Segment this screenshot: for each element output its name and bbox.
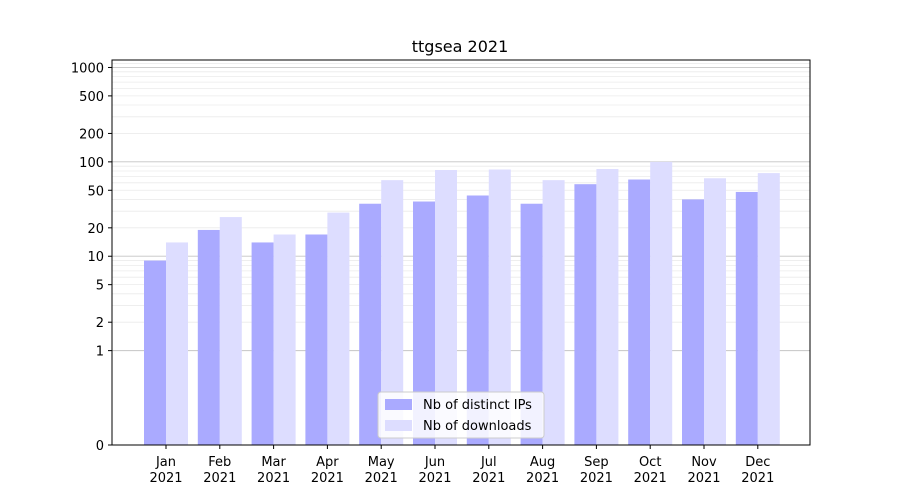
legend-label: Nb of downloads [423, 419, 532, 434]
y-tick-label: 1000 [71, 61, 104, 76]
y-tick-label: 10 [87, 250, 104, 265]
bar [682, 199, 704, 445]
y-tick-label: 50 [87, 184, 104, 199]
bar [735, 191, 758, 445]
bar [273, 234, 296, 445]
bar [305, 234, 328, 445]
bar [520, 203, 543, 445]
y-tick-label: 2 [96, 316, 104, 331]
bar [166, 242, 188, 445]
x-tick-label: Jun 2021 [418, 455, 451, 486]
x-tick-label: Aug 2021 [526, 455, 559, 486]
y-tick-label: 5 [96, 279, 104, 294]
bar [542, 180, 565, 445]
y-tick-label: 500 [79, 90, 104, 105]
bars [144, 161, 780, 446]
bar [219, 217, 242, 445]
legend-label: Nb of distinct IPs [423, 398, 532, 413]
bar [435, 169, 457, 446]
x-tick-label: Jan 2021 [149, 455, 182, 486]
bar [381, 180, 404, 445]
y-tick-label: 1 [96, 345, 104, 360]
y-tick-label: 0 [96, 439, 104, 454]
bar [704, 178, 726, 445]
bar [574, 184, 597, 445]
x-tick-label: Nov 2021 [687, 455, 720, 486]
chart-title: ttgsea 2021 [412, 37, 509, 56]
bar [144, 260, 166, 445]
x-tick-label: Mar 2021 [257, 455, 290, 486]
y-tick-label: 20 [87, 222, 104, 237]
bar [488, 169, 511, 445]
bar [327, 212, 350, 445]
legend-swatch [385, 399, 412, 410]
x-tick-label: Sep 2021 [580, 455, 613, 486]
bar [650, 161, 673, 445]
legend-swatch [385, 420, 412, 431]
y-tick-label: 200 [79, 127, 104, 142]
bar [466, 195, 489, 445]
bar [757, 173, 780, 446]
x-tick-label: Apr 2021 [311, 455, 344, 486]
legend: Nb of distinct IPs Nb of downloads [377, 391, 545, 439]
bar [197, 229, 220, 445]
x-tick-label: Oct 2021 [634, 455, 667, 486]
x-tick-label: Jul 2021 [472, 455, 505, 486]
x-tick-label: Dec 2021 [741, 455, 774, 486]
bar [359, 203, 382, 445]
legend-box [377, 391, 545, 439]
bar [251, 242, 274, 445]
bar [413, 201, 435, 445]
bar [628, 179, 651, 445]
plot-frame [111, 59, 811, 446]
axes: 0 1 2 5 10 20 50 100 200 500 1000 Jan 2021 Feb 2021 Mar… [71, 59, 811, 486]
x-tick-label: May 2021 [365, 455, 398, 486]
y-tick-label: 100 [79, 156, 104, 171]
bar [596, 169, 619, 445]
x-tick-label: Feb 2021 [203, 455, 236, 486]
